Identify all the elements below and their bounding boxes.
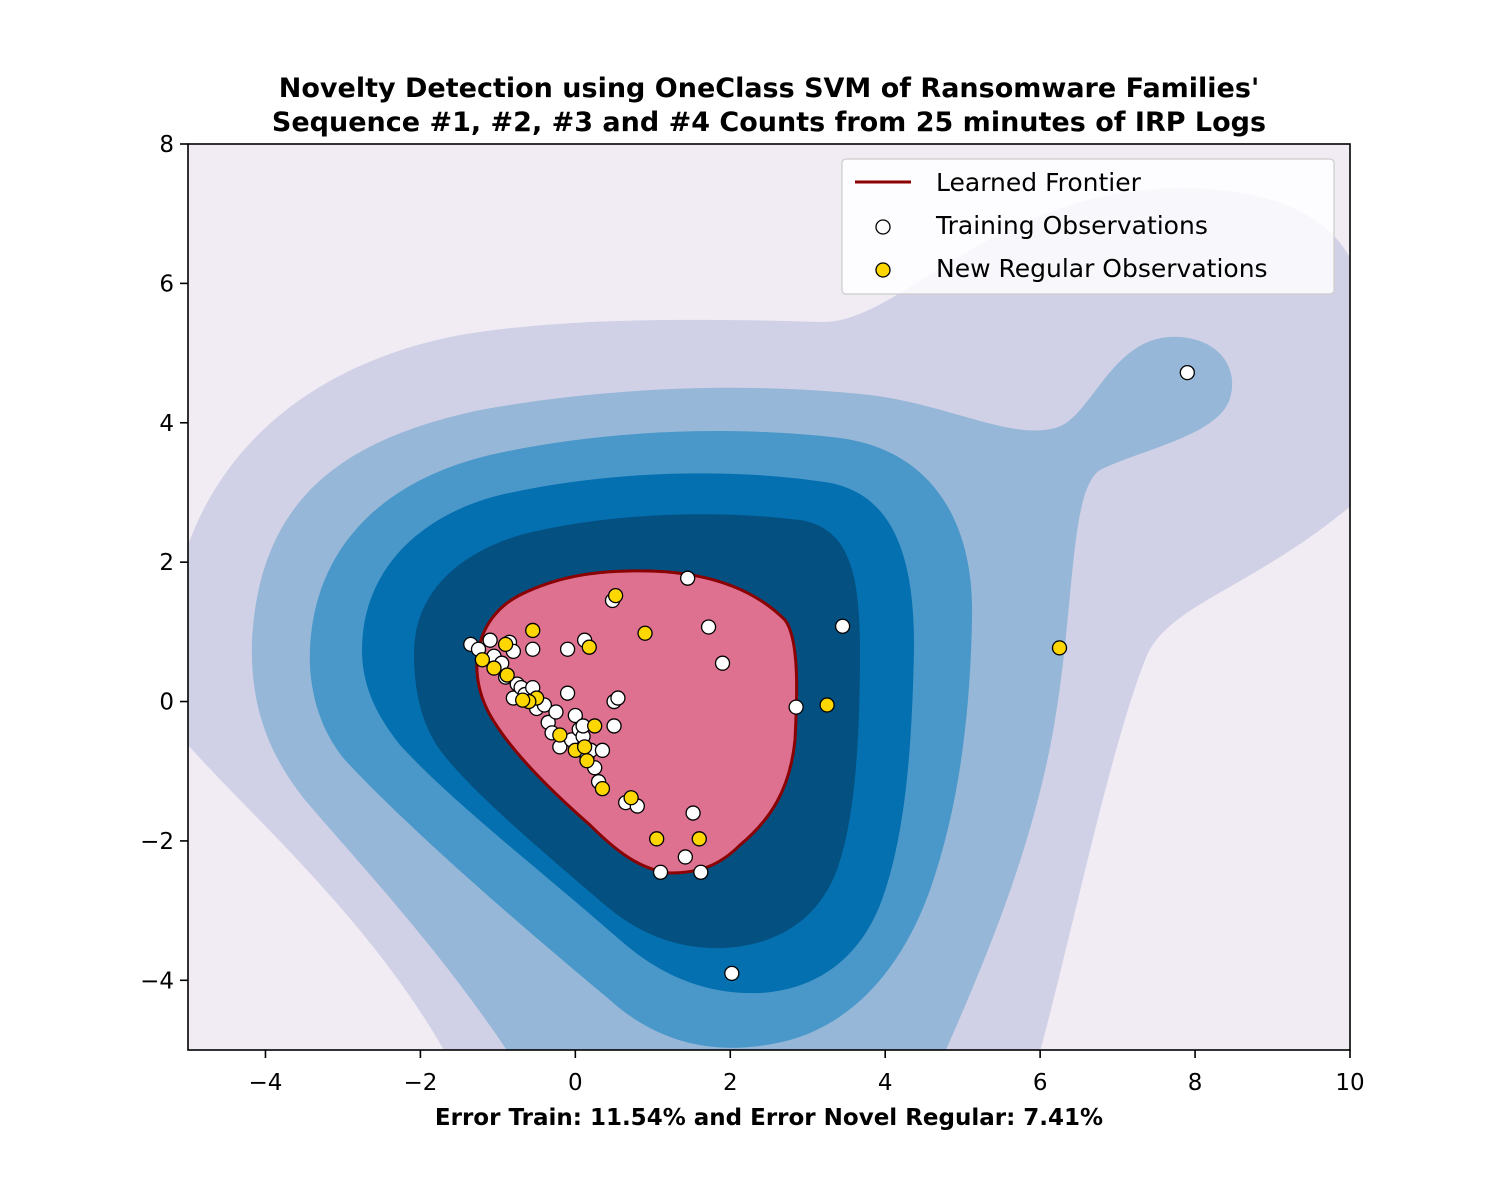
x-tick-label: 8 [1188,1070,1203,1096]
x-tick-label: 6 [1033,1070,1048,1096]
y-tick-label: 6 [159,271,174,297]
x-axis-label: Error Train: 11.54% and Error Novel Regu… [435,1105,1103,1131]
new-regular-observation-point [474,652,491,668]
training-observation-point [567,707,583,724]
legend-label-novel: New Regular Observations [936,254,1268,283]
new-regular-observation-point [552,727,568,743]
new-regular-observation-point [587,718,603,734]
plot-frame [187,143,1351,1051]
training-observation-point [594,742,611,758]
y-tick-label: 0 [159,690,174,716]
x-tick-label: 0 [568,1070,583,1096]
training-observation-point [677,849,693,865]
new-regular-observation-point [623,790,639,806]
new-regular-observation-point [576,739,593,755]
training-observation-point [559,685,576,701]
training-observation-point [693,864,709,880]
y-tick-label: −2 [140,829,174,855]
x-axis-ticks: −4 −2 0 2 4 6 8 10 [249,1050,1365,1096]
chart-title-line-2: Sequence #1, #2, #3 and #4 Counts from 2… [272,107,1266,138]
x-tick-label: 4 [878,1070,893,1096]
training-observation-point [714,655,731,671]
training-observation-point [610,690,626,706]
new-regular-observation-point [497,636,514,653]
chart-title-line-1: Novelty Detection using OneClass SVM of … [279,73,1259,104]
x-tick-label: 10 [1335,1070,1364,1096]
new-regular-observation-point [649,831,665,847]
new-regular-observation-point [515,692,531,708]
legend-novel-swatch [875,262,891,278]
new-regular-observation-point [486,660,502,676]
training-observation-point [548,704,564,720]
legend-training-swatch [875,219,891,235]
legend: Learned Frontier Training Observations N… [841,158,1335,295]
new-regular-observation-point [819,697,835,713]
y-tick-label: 8 [159,132,174,158]
x-tick-label: 2 [723,1070,738,1096]
training-observation-point [525,641,541,657]
new-regular-observation-point [581,639,597,655]
new-regular-observation-point [525,622,541,639]
new-regular-observation-point [691,831,707,847]
new-regular-observation-point [1051,640,1068,656]
scatter-points [463,364,1195,981]
y-tick-label: 2 [159,550,174,576]
training-observation-point [680,570,696,586]
legend-label-training: Training Observations [935,211,1208,240]
learned-frontier [475,569,799,875]
new-regular-observation-point [594,781,611,797]
new-regular-observation-point [607,587,624,604]
new-regular-observation-point [579,753,595,769]
training-observation-point [482,632,498,648]
y-tick-label: −4 [140,968,174,994]
new-regular-observation-point [499,667,515,683]
training-observation-point [1179,364,1195,381]
training-observation-point [788,699,804,715]
training-observation-point [700,619,717,635]
new-regular-observation-point [637,625,653,641]
training-observation-point [685,805,701,821]
y-axis-ticks: −4 −2 0 2 4 6 8 [140,132,188,994]
training-observation-point [834,618,851,634]
legend-label-frontier: Learned Frontier [936,168,1142,197]
x-tick-label: −2 [403,1070,437,1096]
decision-function-contours [188,188,1350,1050]
legend-box [841,158,1335,295]
training-observation-point [559,641,576,657]
x-tick-label: −4 [249,1070,283,1096]
y-tick-label: 4 [159,411,174,437]
training-observation-point [652,864,669,880]
training-observation-point [606,718,622,734]
plot-area [188,144,1350,1050]
training-observation-point [724,965,740,981]
